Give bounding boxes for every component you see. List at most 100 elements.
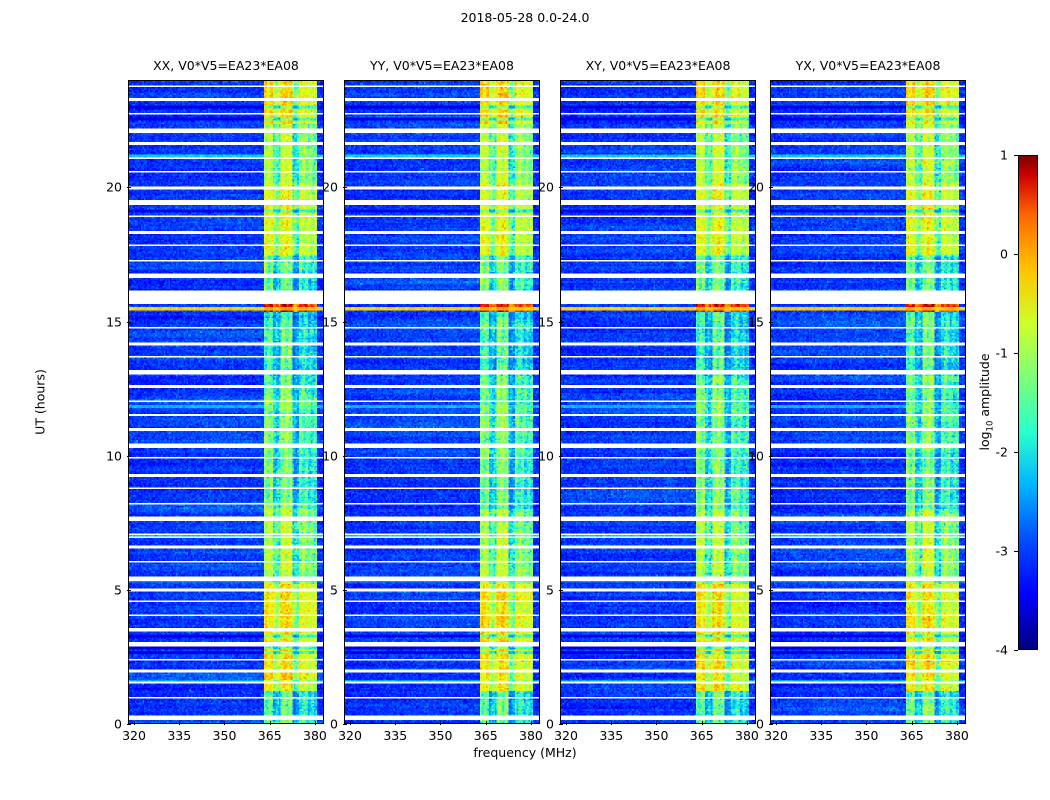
x-tick-label: 320 <box>554 728 578 743</box>
y-tick-label: 5 <box>546 582 554 598</box>
panel-title-xy: XY, V0*V5=EA23*EA08 <box>585 58 731 73</box>
waterfall-image-yx <box>771 81 965 723</box>
colorbar-tick <box>1014 254 1018 255</box>
axes-xx <box>128 80 324 724</box>
colorbar-tick-label: -1 <box>995 345 1008 361</box>
x-tick-label: 365 <box>899 728 924 743</box>
colorbar <box>1018 155 1038 650</box>
y-tick-label: 5 <box>756 582 764 598</box>
x-tick-label: 350 <box>212 728 237 743</box>
x-tick-label: 380 <box>945 728 969 743</box>
waterfall-image-xx <box>129 81 323 723</box>
colorbar-tick <box>1014 155 1018 156</box>
y-tick <box>559 455 563 457</box>
x-tick-label: 350 <box>644 728 669 743</box>
y-tick <box>343 321 347 323</box>
x-tick-label: 335 <box>599 728 624 743</box>
x-tick-label: 380 <box>519 728 543 743</box>
y-tick <box>343 187 347 189</box>
x-tick <box>350 721 352 725</box>
panel-yy: YY, V0*V5=EA23*EA08 320 335 350 365 380 0 5 10 15… <box>322 58 543 743</box>
x-tick <box>656 721 658 725</box>
x-tick-label: 365 <box>257 728 282 743</box>
axes-yx <box>770 80 966 724</box>
y-tick-label: 0 <box>756 716 764 732</box>
panel-title-xx: XX, V0*V5=EA23*EA08 <box>153 58 299 73</box>
y-axis-label: UT (hours) <box>32 369 48 435</box>
panel-xy: XY, V0*V5=EA23*EA08 320 335 350 365 380 0 5 10 15… <box>538 58 759 743</box>
x-tick-label: 335 <box>809 728 834 743</box>
x-tick <box>566 721 568 725</box>
colorbar-tick <box>1014 650 1018 651</box>
x-tick-label: 335 <box>383 728 408 743</box>
panel-title-yx: YX, V0*V5=EA23*EA08 <box>795 58 941 73</box>
axes-xy <box>560 80 756 724</box>
x-tick-label: 350 <box>854 728 879 743</box>
colorbar-tick-label: 1 <box>1000 147 1008 163</box>
y-tick-label: 15 <box>748 314 764 329</box>
panel-yx: YX, V0*V5=EA23*EA08 320 335 350 365 380 0 5 10 15… <box>748 58 969 743</box>
x-tick-label: 365 <box>473 728 498 743</box>
y-tick-label: 10 <box>322 448 338 464</box>
colorbar-label-sub: 10 <box>985 420 996 432</box>
y-tick-label: 5 <box>114 582 122 598</box>
x-tick <box>134 721 136 725</box>
y-tick-label: 20 <box>322 179 338 195</box>
colorbar-label-tail: amplitude <box>976 353 992 421</box>
y-tick <box>769 321 773 323</box>
colorbar-tick <box>1014 452 1018 453</box>
y-tick <box>127 187 131 189</box>
y-tick-label: 0 <box>114 716 122 732</box>
x-tick-label: 350 <box>428 728 453 743</box>
x-axis-label: frequency (MHz) <box>473 745 577 760</box>
figure-suptitle: 2018-05-28 0.0-24.0 <box>460 10 590 25</box>
y-tick <box>769 724 773 725</box>
x-tick <box>224 721 226 725</box>
x-tick-label: 320 <box>122 728 146 743</box>
x-tick <box>776 721 778 725</box>
x-tick <box>746 721 748 725</box>
x-tick <box>314 721 316 725</box>
y-tick-label: 15 <box>106 314 122 329</box>
y-tick <box>769 455 773 457</box>
x-tick-label: 335 <box>167 728 192 743</box>
x-tick-label: 365 <box>689 728 714 743</box>
y-tick <box>559 321 563 323</box>
x-tick <box>179 721 181 725</box>
y-tick <box>127 589 131 591</box>
y-tick <box>769 187 773 189</box>
y-tick-label: 20 <box>748 179 764 195</box>
y-tick <box>343 455 347 457</box>
x-tick <box>701 721 703 725</box>
y-tick <box>559 589 563 591</box>
x-tick-label: 320 <box>338 728 362 743</box>
y-tick <box>559 724 563 725</box>
y-tick-label: 10 <box>106 448 122 464</box>
y-tick <box>127 724 131 725</box>
y-tick <box>769 589 773 591</box>
x-tick <box>395 721 397 725</box>
y-tick <box>127 321 131 323</box>
colorbar-label-main: log <box>976 431 992 451</box>
y-tick-label: 5 <box>330 582 338 598</box>
waterfall-image-yy <box>345 81 539 723</box>
x-tick <box>911 721 913 725</box>
x-tick <box>611 721 613 725</box>
x-tick-label: 380 <box>735 728 759 743</box>
x-tick <box>530 721 532 725</box>
colorbar-tick-label: -3 <box>995 543 1008 559</box>
x-tick <box>866 721 868 725</box>
y-tick <box>343 589 347 591</box>
y-tick-label: 10 <box>538 448 554 464</box>
y-tick <box>559 187 563 189</box>
x-tick <box>440 721 442 725</box>
y-tick <box>127 455 131 457</box>
x-tick <box>821 721 823 725</box>
x-tick <box>485 721 487 725</box>
y-tick-label: 20 <box>106 179 122 195</box>
y-tick-label: 15 <box>322 314 338 329</box>
y-tick-label: 15 <box>538 314 554 329</box>
x-tick-label: 380 <box>303 728 327 743</box>
y-tick <box>343 724 347 725</box>
